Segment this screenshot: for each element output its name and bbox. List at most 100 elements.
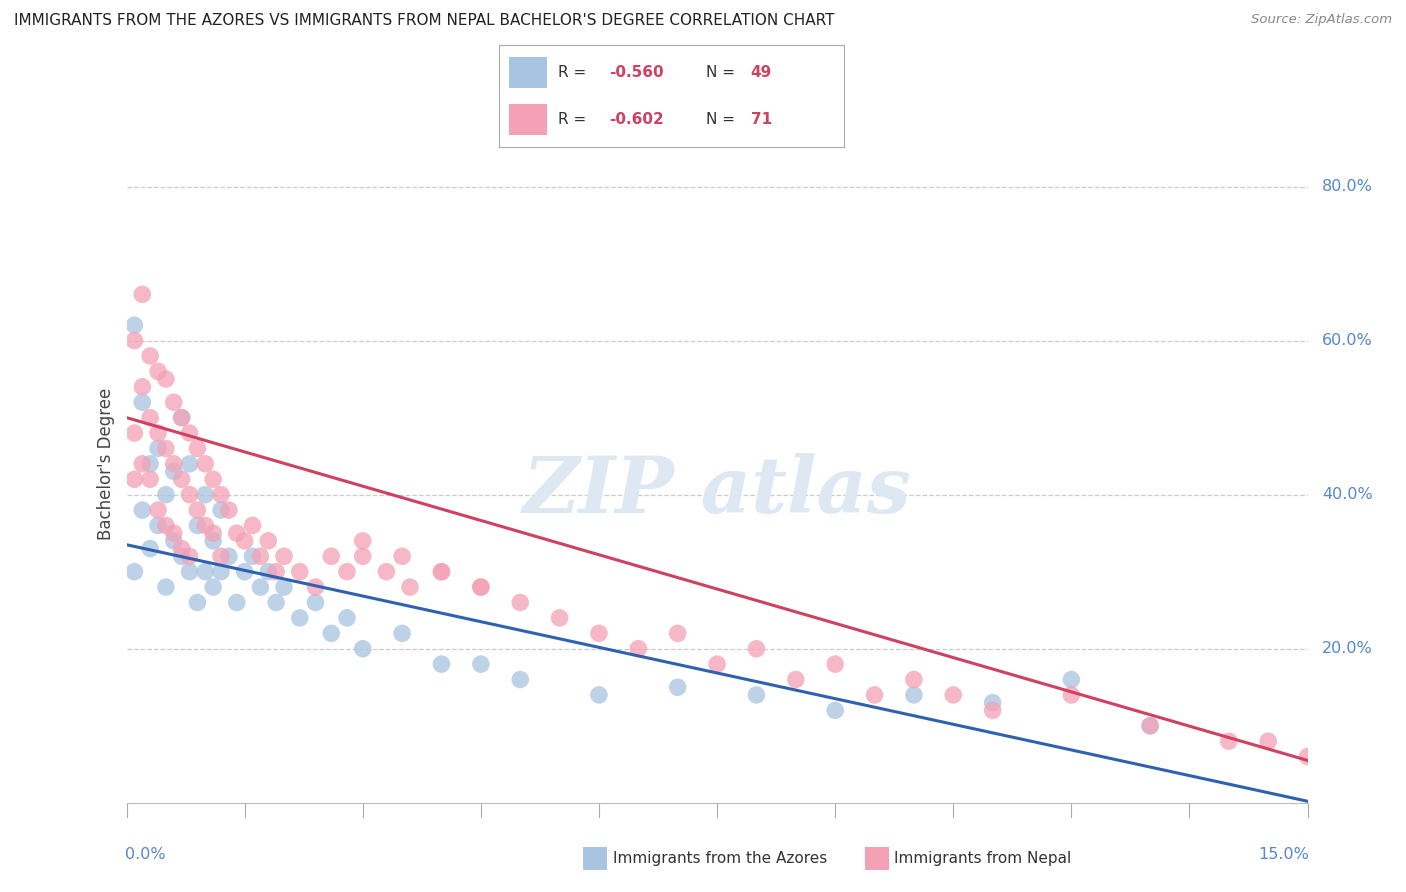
Point xyxy=(942,688,965,702)
Point xyxy=(186,518,208,533)
Point xyxy=(264,565,287,579)
Point xyxy=(194,565,217,579)
Point xyxy=(209,488,232,502)
Point xyxy=(1060,688,1083,702)
Text: IMMIGRANTS FROM THE AZORES VS IMMIGRANTS FROM NEPAL BACHELOR'S DEGREE CORRELATIO: IMMIGRANTS FROM THE AZORES VS IMMIGRANTS… xyxy=(14,13,835,29)
Point xyxy=(179,488,201,502)
Point xyxy=(264,595,287,609)
Text: 49: 49 xyxy=(751,65,772,79)
Point xyxy=(903,688,925,702)
Point xyxy=(706,657,728,672)
Point xyxy=(824,657,846,672)
Point xyxy=(273,580,295,594)
Point xyxy=(179,565,201,579)
Point xyxy=(242,518,264,533)
Point xyxy=(124,565,146,579)
Point xyxy=(218,503,240,517)
Point xyxy=(509,595,531,609)
Text: 15.0%: 15.0% xyxy=(1258,847,1309,862)
Point xyxy=(981,696,1004,710)
Point xyxy=(288,611,311,625)
Text: 60.0%: 60.0% xyxy=(1322,333,1372,348)
Point xyxy=(139,349,162,363)
Point xyxy=(146,425,169,440)
Point xyxy=(146,503,169,517)
Point xyxy=(155,488,177,502)
Point xyxy=(336,565,359,579)
Point xyxy=(194,488,217,502)
Point xyxy=(179,457,201,471)
Point xyxy=(249,549,271,564)
Point xyxy=(249,580,271,594)
Point xyxy=(1060,673,1083,687)
Point xyxy=(391,626,413,640)
Point xyxy=(170,410,193,425)
Point xyxy=(139,472,162,486)
Point xyxy=(352,533,374,548)
Point xyxy=(391,549,413,564)
Point xyxy=(824,703,846,717)
Point xyxy=(131,457,153,471)
Text: -0.560: -0.560 xyxy=(609,65,664,79)
Point xyxy=(170,472,193,486)
Point xyxy=(155,580,177,594)
Text: 40.0%: 40.0% xyxy=(1322,487,1372,502)
Point xyxy=(745,641,768,656)
Text: Immigrants from the Azores: Immigrants from the Azores xyxy=(613,851,827,865)
Point xyxy=(155,372,177,386)
Point xyxy=(155,518,177,533)
Text: Source: ZipAtlas.com: Source: ZipAtlas.com xyxy=(1251,13,1392,27)
Point xyxy=(225,526,247,541)
Point xyxy=(186,595,208,609)
Point xyxy=(209,503,232,517)
Point xyxy=(288,565,311,579)
Point xyxy=(430,565,453,579)
Point xyxy=(399,580,422,594)
Point xyxy=(430,657,453,672)
Point xyxy=(1218,734,1240,748)
Point xyxy=(304,580,326,594)
Point xyxy=(1139,719,1161,733)
Point xyxy=(785,673,807,687)
Point xyxy=(170,549,193,564)
Point xyxy=(139,541,162,556)
Point xyxy=(139,410,162,425)
Point xyxy=(202,526,225,541)
Point xyxy=(1139,719,1161,733)
Point xyxy=(202,580,225,594)
Text: 0.0%: 0.0% xyxy=(125,847,166,862)
Point xyxy=(336,611,359,625)
Point xyxy=(304,595,326,609)
Point xyxy=(470,580,492,594)
Text: ZIP atlas: ZIP atlas xyxy=(523,453,911,529)
Point xyxy=(321,549,343,564)
Point xyxy=(509,673,531,687)
Point xyxy=(139,457,162,471)
Point xyxy=(352,641,374,656)
Point xyxy=(588,688,610,702)
Point xyxy=(745,688,768,702)
Point xyxy=(548,611,571,625)
Point xyxy=(163,533,186,548)
Point xyxy=(179,425,201,440)
Text: 80.0%: 80.0% xyxy=(1322,179,1372,194)
Point xyxy=(163,465,186,479)
Text: -0.602: -0.602 xyxy=(609,112,664,127)
Text: Immigrants from Nepal: Immigrants from Nepal xyxy=(894,851,1071,865)
Point xyxy=(225,595,247,609)
Bar xyxy=(509,104,547,135)
Text: R =: R = xyxy=(558,112,586,127)
Point xyxy=(1296,749,1319,764)
Point xyxy=(666,680,689,694)
Point xyxy=(202,472,225,486)
Point xyxy=(131,395,153,409)
Point xyxy=(163,526,186,541)
Point xyxy=(209,565,232,579)
Text: N =: N = xyxy=(706,65,735,79)
Point xyxy=(233,565,256,579)
Point xyxy=(170,410,193,425)
Point xyxy=(163,457,186,471)
Point xyxy=(430,565,453,579)
Text: 20.0%: 20.0% xyxy=(1322,641,1372,657)
Point xyxy=(124,334,146,348)
